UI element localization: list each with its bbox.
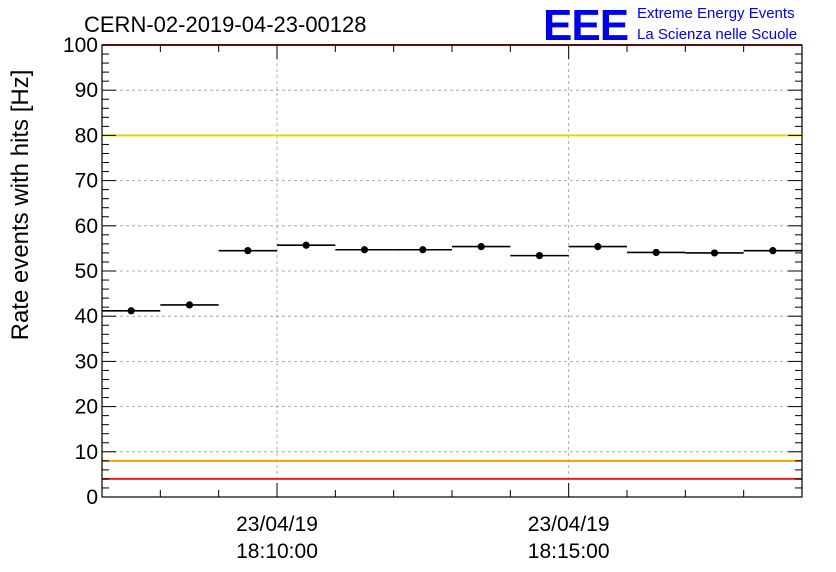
y-tick-labels: 0 10 20 30 40 50 60 70 80 90 100 [63, 34, 98, 509]
x-tick-date: 23/04/19 [528, 513, 610, 536]
data-point [185, 301, 194, 309]
y-tick-label: 30 [75, 350, 98, 373]
data-point [477, 242, 485, 251]
logo-line-2: La Scienza nelle Scuole [637, 26, 797, 43]
x-tick-time: 18:15:00 [528, 540, 610, 563]
threshold-lines [102, 44, 802, 480]
y-tick-label: 60 [75, 215, 98, 238]
data-point [360, 246, 369, 254]
y-tick-label: 50 [75, 260, 98, 283]
logo-line-1: Extreme Energy Events [637, 5, 795, 22]
y-tick-label: 0 [86, 486, 98, 509]
y-tick-label: 10 [75, 441, 98, 464]
y-axis-label: Rate events with hits [Hz] [7, 70, 34, 341]
logo-mark: EEE [543, 1, 628, 50]
data-point [652, 248, 660, 257]
data-point [769, 247, 777, 255]
data-point [127, 307, 135, 315]
data-points [102, 241, 802, 315]
data-point [710, 249, 719, 257]
data-point [535, 252, 544, 260]
y-tick-label: 70 [75, 170, 98, 193]
data-point [244, 247, 252, 255]
x-tick-time: 18:10:00 [236, 540, 318, 563]
plot-frame [101, 44, 803, 498]
data-point [594, 242, 602, 251]
y-tick-label: 40 [75, 305, 98, 328]
y-tick-label: 80 [75, 124, 98, 147]
x-tick-labels: 23/04/19 18:10:00 23/04/19 18:15:00 [236, 513, 609, 563]
y-tick-label: 20 [75, 396, 98, 419]
x-tick-date: 23/04/19 [236, 513, 318, 536]
grid [102, 45, 802, 497]
eee-logo: EEE Extreme Energy Events La Scienza nel… [543, 1, 797, 50]
data-point [302, 241, 310, 249]
y-tick-label: 90 [75, 79, 98, 102]
data-point [419, 246, 427, 254]
y-tick-label: 100 [63, 34, 98, 57]
chart-title: CERN-02-2019-04-23-00128 [84, 12, 367, 37]
